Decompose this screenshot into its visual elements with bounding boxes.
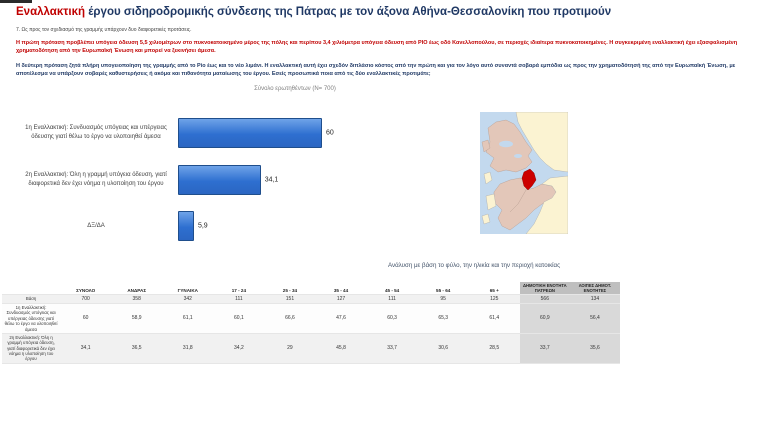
table-column-header: ΔΗΜΟΤΙΚΗ ΕΝΟΤΗΤΑ ΠΑΤΡΕΩΝ — [519, 282, 570, 296]
bar-chart: 1η Εναλλακτική: Συνδυασμός υπόγειας και … — [20, 112, 472, 252]
table-cell: 700 — [60, 294, 112, 305]
bar-row: 1η Εναλλακτική: Συνδυασμός υπόγειας και … — [20, 118, 472, 148]
table-row: Βάση 700 358 342 111 151 127 111 95 125 566 134 — [2, 294, 620, 305]
bar — [178, 211, 194, 241]
table-cell: 35,6 — [569, 333, 620, 364]
map-island-3 — [481, 213, 491, 225]
table-cell: 358 — [111, 294, 163, 305]
demographics-table: ΣΥΝΟΛΟ ΑΝΔΡΑΣ ΓΥΝΑΙΚΑ 17 - 24 25 - 34 35 - 44… — [2, 282, 620, 364]
table-cell: 34,1 — [60, 333, 112, 364]
bar-track: 34,1 — [178, 165, 472, 195]
table-cell: 342 — [162, 294, 214, 305]
table-row-label: 1η Εναλλακτική: Συνδυασμός υπόγειας και … — [2, 303, 61, 334]
bar — [178, 118, 322, 148]
table-header: ΣΥΝΟΛΟ ΑΝΔΡΑΣ ΓΥΝΑΙΚΑ 17 - 24 25 - 34 35 - 44… — [2, 282, 620, 296]
table-cell: 125 — [468, 294, 520, 305]
table-row-label: Βάση — [2, 294, 61, 305]
table-column-header: 35 - 44 — [315, 282, 367, 296]
table-cell: 151 — [264, 294, 316, 305]
table-cell: 34,2 — [213, 333, 265, 364]
table-column-header: 55 - 64 — [417, 282, 469, 296]
table-cell: 95 — [417, 294, 469, 305]
proposal-1-description: Η πρώτη πρόταση προβλέπει υπόγεια όδευση… — [16, 40, 738, 54]
map-inner-border — [509, 189, 527, 213]
table-cell: 47,6 — [315, 303, 367, 334]
bar — [178, 165, 261, 195]
table-cell: 60,9 — [519, 303, 570, 334]
table-cell: 111 — [213, 294, 265, 305]
bar-value: 5,9 — [197, 222, 208, 230]
map-island-2 — [485, 193, 497, 211]
table-column-header: 25 - 34 — [264, 282, 316, 296]
table-cell: 66,6 — [264, 303, 316, 334]
chart-title: Σύνολο ερωτηθέντων (Ν= 700) — [254, 86, 336, 92]
table-body: Βάση 700 358 342 111 151 127 111 95 125 566 134 1η Ε… — [2, 294, 620, 364]
table-column-header: 65 + — [468, 282, 520, 296]
bar-category-label: 1η Εναλλακτική: Συνδυασμός υπόγειας και … — [25, 125, 167, 140]
bar-category-label: ΔΞ/ΔΑ — [87, 222, 105, 229]
table-column-header: ΓΥΝΑΙΚΑ — [162, 282, 214, 296]
table-row: 2η Εναλλακτική: Όλη η γραμμή υπόγεια όδε… — [2, 333, 620, 364]
bar-track: 60 — [178, 118, 472, 148]
table-column-header: ΑΝΔΡΑΣ — [111, 282, 163, 296]
table-cell: 134 — [569, 294, 620, 305]
question-subtitle: 7. Ως προς τον σχεδιασμό της γραμμής υπά… — [16, 27, 192, 33]
table-cell: 58,9 — [111, 303, 163, 334]
title-highlight: Εναλλακτική — [16, 6, 86, 18]
map-island-west — [481, 139, 491, 153]
table-cell: 29 — [264, 333, 316, 364]
title-rest: έργου σιδηροδρομικής σύνδεσης της Πάτρας… — [85, 6, 612, 18]
table-cell: 111 — [366, 294, 418, 305]
table-cell: 33,7 — [366, 333, 418, 364]
proposal-2-description: Η δεύτερη πρόταση ζητά πλήρη υπογειοποίη… — [16, 63, 736, 77]
bar-value: 34,1 — [264, 176, 279, 184]
table-cell: 61,4 — [468, 303, 520, 334]
map-lake — [499, 140, 513, 148]
table-cell: 566 — [519, 294, 570, 305]
table-column-header: ΣΥΝΟΛΟ — [60, 282, 112, 296]
table-cell: 127 — [315, 294, 367, 305]
map-land-northeast — [515, 112, 568, 173]
map-western-greece — [480, 112, 568, 234]
map-highlight-patras — [521, 168, 537, 191]
bar-row: 2η Εναλλακτική: Όλη η γραμμή υπόγεια όδε… — [20, 165, 472, 195]
analysis-label: Ανάλυση με βάση το φύλο, την ηλικία και … — [388, 262, 561, 269]
bar-category-label: 2η Εναλλακτική: Όλη η γραμμή υπόγεια όδε… — [25, 172, 167, 187]
bar-track: 5,9 — [178, 211, 472, 241]
table-column-header: 17 - 24 — [213, 282, 265, 296]
page-title: Εναλλακτική έργου σιδηροδρομικής σύνδεση… — [16, 6, 611, 18]
table-header-row: ΣΥΝΟΛΟ ΑΝΔΡΑΣ ΓΥΝΑΙΚΑ 17 - 24 25 - 34 35 - 44… — [2, 282, 620, 296]
bar-row: ΔΞ/ΔΑ 5,9 — [20, 211, 472, 241]
table-cell: 33,7 — [519, 333, 570, 364]
table-cell: 36,5 — [111, 333, 163, 364]
table-column-header: ΛΟΙΠΕΣ ΔΗΜΟΤ. ΕΝΟΤΗΤΕΣ — [569, 282, 620, 296]
table-cell: 30,6 — [417, 333, 469, 364]
table-column-header: 45 - 54 — [366, 282, 418, 296]
table-cell: 60 — [60, 303, 112, 334]
table-cell: 28,5 — [468, 333, 520, 364]
table-cell: 60,1 — [213, 303, 265, 334]
map-island-1 — [483, 171, 493, 185]
table-cell: 31,8 — [162, 333, 214, 364]
table-row-label: 2η Εναλλακτική: Όλη η γραμμή υπόγεια όδε… — [2, 333, 61, 364]
corner-mark — [0, 0, 32, 3]
table-row: 1η Εναλλακτική: Συνδυασμός υπόγειας και … — [2, 303, 620, 334]
bar-value: 60 — [326, 129, 334, 137]
table-cell: 45,8 — [315, 333, 367, 364]
table-cell: 61,1 — [162, 303, 214, 334]
table-cell: 56,4 — [569, 303, 620, 334]
table-cell: 60,3 — [366, 303, 418, 334]
map-land-southeast — [525, 175, 568, 234]
map-lake-small — [514, 154, 522, 158]
table-corner-cell — [2, 282, 61, 296]
table-cell: 65,3 — [417, 303, 469, 334]
